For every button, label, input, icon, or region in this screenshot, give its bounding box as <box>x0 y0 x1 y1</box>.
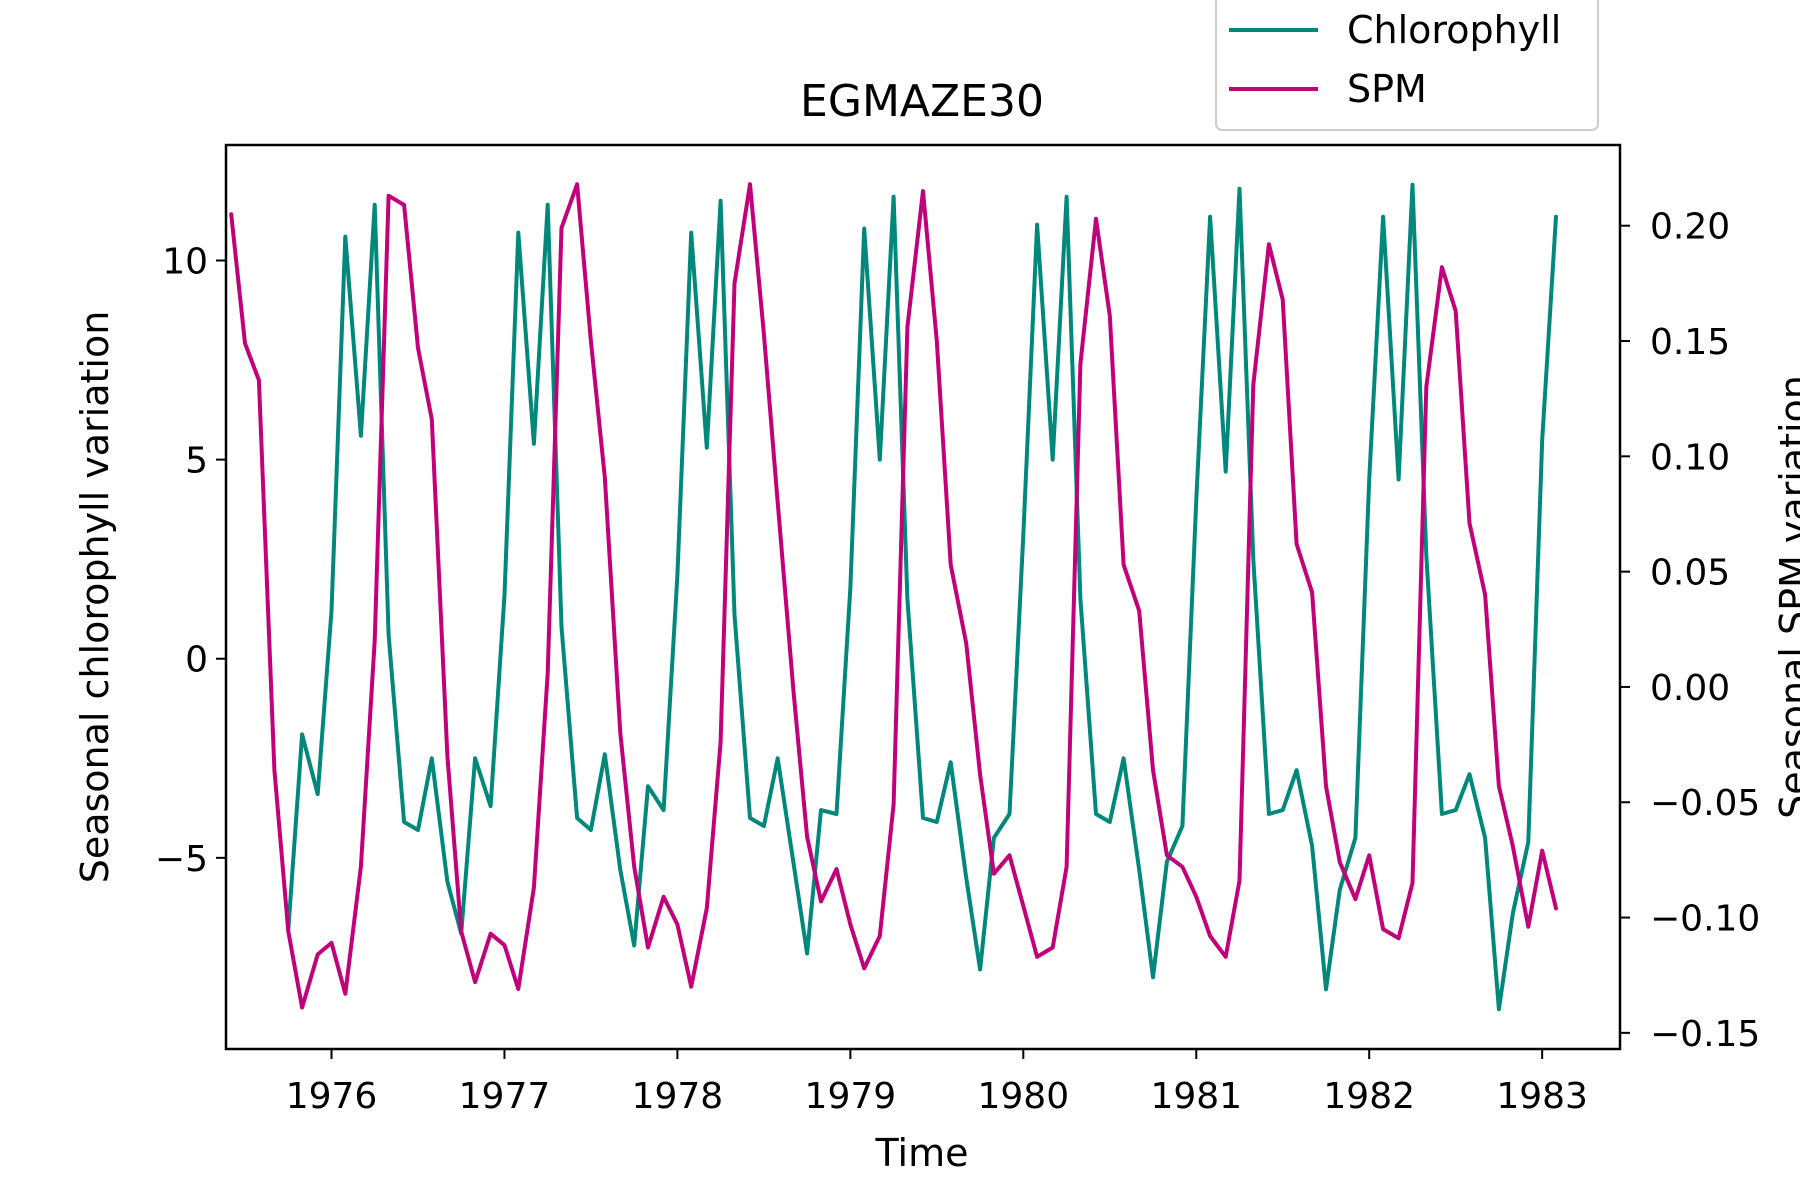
y-right-tick-label: 0.00 <box>1650 668 1730 709</box>
x-tick-label: 1983 <box>1496 1076 1588 1117</box>
legend: Chlorophyll SPM <box>1215 0 1599 131</box>
x-tick-label: 1981 <box>1150 1076 1242 1117</box>
y-right-tick-label: −0.15 <box>1650 1014 1760 1055</box>
y-left-tick-label: 10 <box>162 241 208 282</box>
y-right-axis-label: Seasonal SPM variation <box>1772 375 1800 819</box>
series-line-spm <box>229 182 1558 1010</box>
y-right-tick-label: 0.15 <box>1650 322 1730 363</box>
series-layer <box>229 182 1558 1012</box>
x-tick-label: 1976 <box>286 1076 378 1117</box>
legend-label-chlorophyll: Chlorophyll <box>1347 8 1561 52</box>
x-tick-label: 1979 <box>805 1076 897 1117</box>
x-tick-label: 1980 <box>978 1076 1070 1117</box>
x-axis-ticks: 1976 1977 1978 1979 1980 1981 1982 1983 <box>286 1049 1588 1117</box>
y-left-tick-label: 0 <box>185 640 208 681</box>
y-left-tick-label: −5 <box>155 839 208 880</box>
x-tick-label: 1977 <box>459 1076 551 1117</box>
x-axis-label: Time <box>875 1131 969 1175</box>
legend-box <box>1215 0 1599 131</box>
chart-title: EGMAZE30 <box>800 76 1044 127</box>
legend-label-spm: SPM <box>1347 67 1427 111</box>
y-right-tick-label: 0.10 <box>1650 437 1730 478</box>
y-left-axis-label: Seasonal chlorophyll variation <box>73 311 117 884</box>
y-left-tick-label: 5 <box>185 441 208 482</box>
y-right-tick-label: 0.20 <box>1650 207 1730 248</box>
y-right-tick-label: 0.05 <box>1650 553 1730 594</box>
plot-frame <box>224 143 1622 1051</box>
y-right-tick-label: −0.05 <box>1650 783 1760 824</box>
y-right-axis-ticks: −0.15 −0.10 −0.05 0.00 0.05 0.10 0.15 0.20 <box>1620 207 1760 1055</box>
x-tick-label: 1982 <box>1323 1076 1415 1117</box>
x-tick-label: 1978 <box>632 1076 724 1117</box>
y-left-axis-ticks: −5 0 5 10 <box>155 241 226 880</box>
y-right-tick-label: −0.10 <box>1650 899 1760 940</box>
